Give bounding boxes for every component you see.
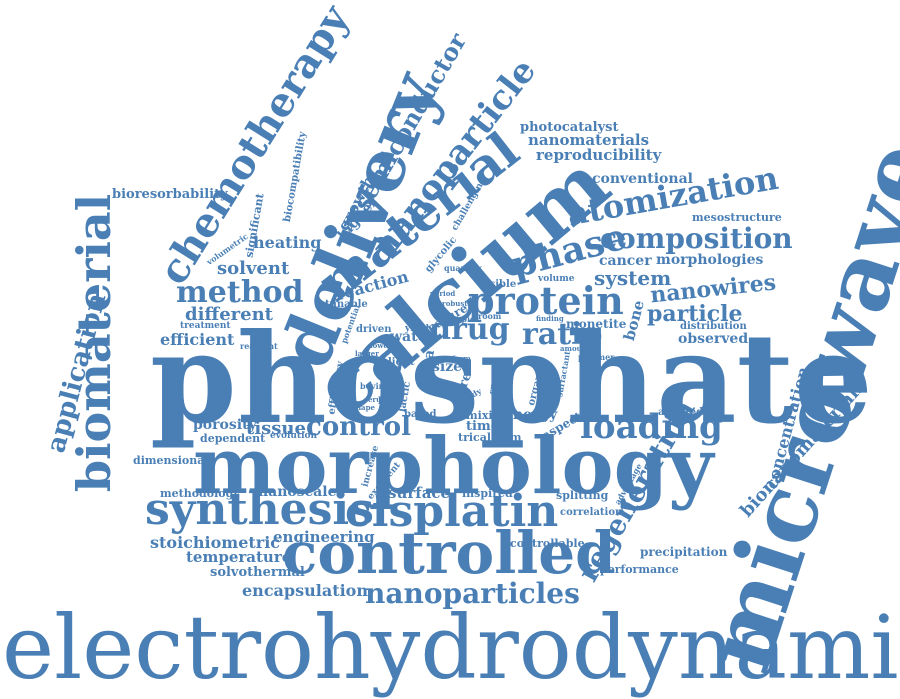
word-bioresorbability: bioresorbability: [112, 187, 228, 202]
word-methodology: methodology: [160, 487, 240, 500]
word-correlation: correlation: [560, 507, 623, 518]
word-dependent: dependent: [200, 432, 266, 445]
word-composition: composition: [600, 222, 793, 255]
word-encapsulation: encapsulation: [242, 581, 368, 600]
word-lower: lower: [370, 341, 392, 350]
word-biocompatibility: biocompatibility: [281, 130, 309, 223]
word-controlled: controlled: [282, 519, 616, 587]
word-tissue: tissue: [246, 418, 306, 439]
word-size: size: [432, 359, 463, 375]
word-tricalcium: tricalcium: [458, 431, 522, 444]
word-dimensional: dimensional: [133, 454, 209, 467]
word-electrohydrodynamic: electrohydrodynamic: [2, 596, 900, 699]
word-period: period: [430, 289, 456, 298]
word-distribution: distribution: [680, 321, 747, 332]
word-particle: particle: [647, 301, 743, 327]
word-precipitation: precipitation: [640, 545, 728, 559]
word-solvothermal: solvothermal: [210, 565, 305, 580]
word-loading: loading: [580, 407, 723, 447]
word-stoichiometric: stoichiometric: [150, 533, 281, 552]
word-polymer: polymer: [578, 352, 615, 362]
word-efficient: efficient: [160, 330, 235, 349]
word-surface: surface: [388, 484, 451, 502]
word-room: room: [478, 311, 502, 321]
word-quantity: quantity: [444, 263, 482, 273]
word-robust: robust: [442, 299, 468, 308]
word-monetite: monetite: [566, 317, 627, 331]
word-nanoparticles: nanoparticles: [365, 577, 580, 610]
word-assisted: assisted: [658, 407, 704, 418]
word-driven: driven: [356, 324, 392, 335]
word-tend: tend: [452, 394, 470, 403]
word-pure: pure: [378, 394, 404, 405]
word-nanomaterials: nanomaterials: [528, 131, 650, 149]
word-water: water: [390, 329, 434, 345]
word-engineering: engineering: [273, 528, 375, 546]
word-drug: drug: [430, 312, 510, 347]
word-controllable: controllable: [510, 537, 585, 550]
word-yield: yield: [405, 324, 430, 334]
word-amount: amount: [560, 344, 591, 353]
word-performance: performance: [600, 563, 679, 576]
word-morphology: morphology: [193, 421, 714, 512]
word-time: time: [466, 419, 499, 434]
word-reproducibility: reproducibility: [536, 146, 662, 164]
word-phosphate: phosphate: [150, 307, 873, 452]
word-visible: visible: [480, 279, 517, 290]
word-tunable: tunable: [325, 299, 368, 310]
word-mixing: mixing: [466, 409, 509, 422]
word-energy: energy: [504, 407, 558, 423]
word-conventional: conventional: [592, 171, 693, 187]
word-treatment: treatment: [180, 321, 231, 331]
word-protein: protein: [468, 278, 624, 323]
word-temperature: temperature: [186, 548, 292, 566]
word-morphologies: morphologies: [656, 252, 764, 268]
word-porosity: porosity: [193, 417, 257, 433]
word-synthesis: synthesis: [145, 484, 374, 535]
word-cisplatin: cisplatin: [345, 486, 559, 537]
word-different: different: [185, 304, 273, 325]
word-evolution: evolution: [270, 431, 318, 441]
word-inspired: inspired: [462, 487, 513, 500]
word-control: control: [306, 412, 412, 442]
word-rapid: rapid: [452, 314, 476, 324]
word-bovine: bovine: [360, 381, 390, 391]
word-system: system: [594, 266, 672, 290]
word-rate: rate: [378, 369, 394, 378]
word-based: based: [404, 409, 437, 420]
word-photocatalyst: photocatalyst: [520, 120, 619, 135]
word-form: form: [452, 354, 471, 363]
word-method: method: [176, 275, 304, 310]
word-nanoscale: nanoscale: [258, 484, 337, 500]
word-ratio: ratio: [522, 317, 603, 352]
word-mesostructure: mesostructure: [692, 211, 782, 224]
word-serum: serum: [364, 395, 389, 404]
word-larger: larger: [355, 349, 379, 358]
word-finding: finding: [536, 314, 564, 323]
word-cancer: cancer: [599, 253, 652, 269]
word-heating: heating: [253, 233, 322, 252]
word-solvent: solvent: [217, 258, 290, 279]
word-observed: observed: [678, 331, 749, 347]
word-volume: volume: [538, 274, 575, 284]
word-splitting: splitting: [556, 489, 609, 502]
word-shape: shape: [352, 403, 375, 412]
word-light: light: [388, 357, 415, 368]
word-reactant: reactant: [240, 341, 278, 351]
